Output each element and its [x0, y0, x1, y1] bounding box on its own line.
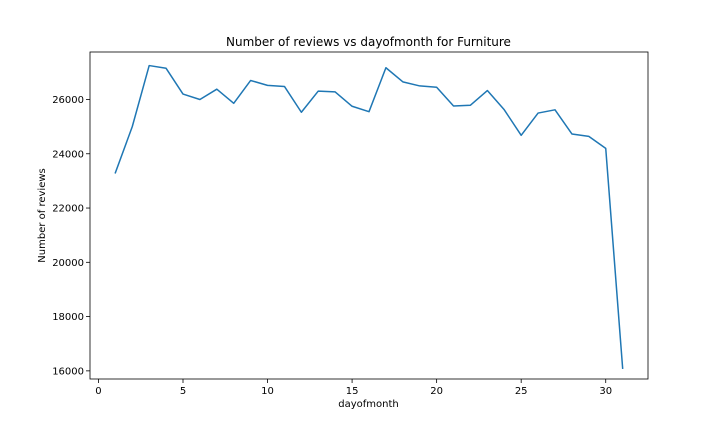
x-tick-label: 0: [95, 386, 101, 397]
plot-area: [114, 64, 624, 369]
y-tick-label: 26000: [52, 95, 84, 106]
y-axis: 16000 18000 20000 22000 24000 26000: [52, 95, 90, 377]
y-tick-label: 20000: [52, 258, 84, 269]
y-tick-label: 24000: [52, 149, 84, 160]
x-axis: 0 5 10 15 20 25 30: [95, 379, 612, 397]
y-tick-label: 18000: [52, 312, 84, 323]
y-tick-label: 16000: [52, 366, 84, 377]
y-tick-label: 22000: [52, 204, 84, 215]
y-axis-label: Number of reviews: [37, 168, 48, 262]
chart-title: Number of reviews vs dayofmonth for Furn…: [226, 35, 511, 49]
x-tick-label: 20: [430, 386, 443, 397]
plot-frame: [89, 51, 649, 380]
x-axis-label: dayofmonth: [338, 399, 399, 410]
x-tick-label: 25: [515, 386, 528, 397]
x-tick-label: 10: [261, 386, 274, 397]
series-line: [114, 64, 624, 369]
x-tick-label: 30: [599, 386, 612, 397]
x-tick-label: 15: [346, 386, 359, 397]
x-tick-label: 5: [180, 386, 186, 397]
